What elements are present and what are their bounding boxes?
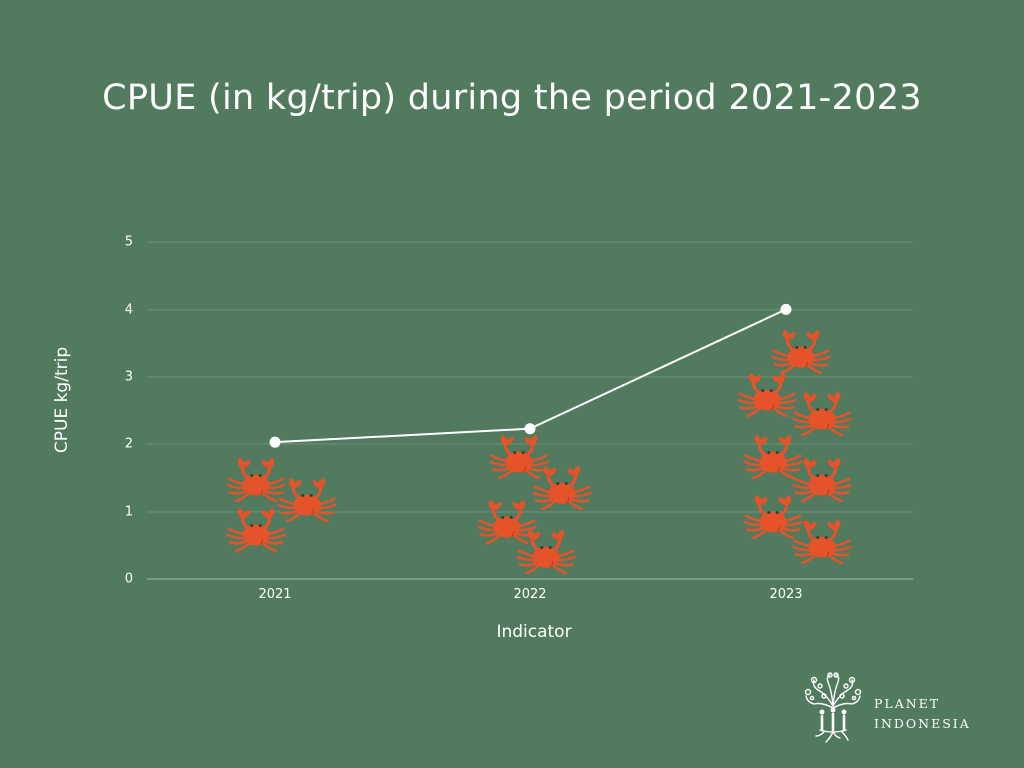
ytick-5: 5 bbox=[124, 234, 133, 250]
x-axis-label: Indicator bbox=[496, 622, 572, 642]
ytick-3: 3 bbox=[124, 369, 133, 385]
data-point-2022 bbox=[524, 423, 536, 435]
crab-icon bbox=[737, 371, 797, 418]
crab-icon bbox=[792, 390, 852, 437]
gridlines bbox=[147, 241, 913, 513]
tree-logo-icon bbox=[804, 672, 862, 743]
chart-title: CPUE (in kg/trip) during the period 2021… bbox=[102, 78, 922, 118]
ytick-0: 0 bbox=[124, 571, 133, 587]
data-point-2023 bbox=[780, 303, 792, 315]
crab-icon bbox=[792, 518, 852, 565]
crab-icon bbox=[771, 328, 831, 375]
y-axis-label: CPUE kg/trip bbox=[52, 346, 72, 454]
crab-icon bbox=[532, 464, 592, 511]
crab-icon bbox=[792, 456, 852, 503]
ytick-1: 1 bbox=[124, 504, 133, 520]
logo-wordmark: PLANET INDONESIA bbox=[874, 694, 971, 734]
xtick-2021: 2021 bbox=[258, 587, 292, 602]
data-points bbox=[269, 303, 792, 448]
crab-pictograms bbox=[226, 328, 852, 575]
xtick-2022: 2022 bbox=[513, 587, 547, 602]
crab-icon bbox=[226, 506, 286, 553]
crab-icon bbox=[489, 433, 549, 480]
crab-icon bbox=[277, 476, 337, 523]
ytick-4: 4 bbox=[124, 302, 133, 318]
crab-icon bbox=[226, 456, 286, 503]
cpue-line bbox=[274, 308, 787, 444]
crab-icon bbox=[477, 498, 537, 545]
data-point-2021 bbox=[269, 436, 281, 448]
crab-icon bbox=[743, 493, 803, 540]
ytick-2: 2 bbox=[124, 436, 133, 452]
logo-line-1: PLANET bbox=[874, 696, 941, 711]
xtick-2023: 2023 bbox=[769, 587, 803, 602]
planet-indonesia-logo: PLANET INDONESIA bbox=[802, 672, 982, 743]
crab-icon bbox=[743, 433, 803, 480]
logo-line-2: INDONESIA bbox=[874, 716, 971, 731]
